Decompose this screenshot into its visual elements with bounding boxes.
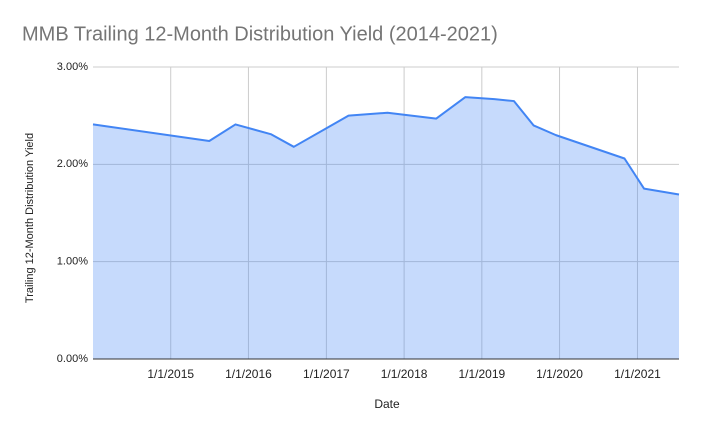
x-tick-label: 1/1/2019 xyxy=(458,367,505,381)
area-line xyxy=(92,96,680,196)
x-tick-label: 1/1/2018 xyxy=(381,367,428,381)
x-tick-label: 1/1/2015 xyxy=(147,367,194,381)
x-tick-label: 1/1/2016 xyxy=(225,367,272,381)
chart-title: MMB Trailing 12-Month Distribution Yield… xyxy=(22,23,498,45)
x-tick-label: 1/1/2021 xyxy=(614,367,661,381)
y-tick-label: 3.00% xyxy=(57,61,88,73)
y-tick-label: 1.00% xyxy=(57,256,88,268)
x-axis-title: Date xyxy=(374,397,400,411)
x-tick-label: 1/1/2017 xyxy=(303,367,350,381)
y-tick-label: 2.00% xyxy=(57,158,88,170)
area-fill xyxy=(93,97,679,359)
y-tick-label: 0.00% xyxy=(57,353,88,365)
x-tick-label: 1/1/2020 xyxy=(536,367,583,381)
y-axis-title: Trailing 12-Month Distribution Yield xyxy=(24,133,36,303)
